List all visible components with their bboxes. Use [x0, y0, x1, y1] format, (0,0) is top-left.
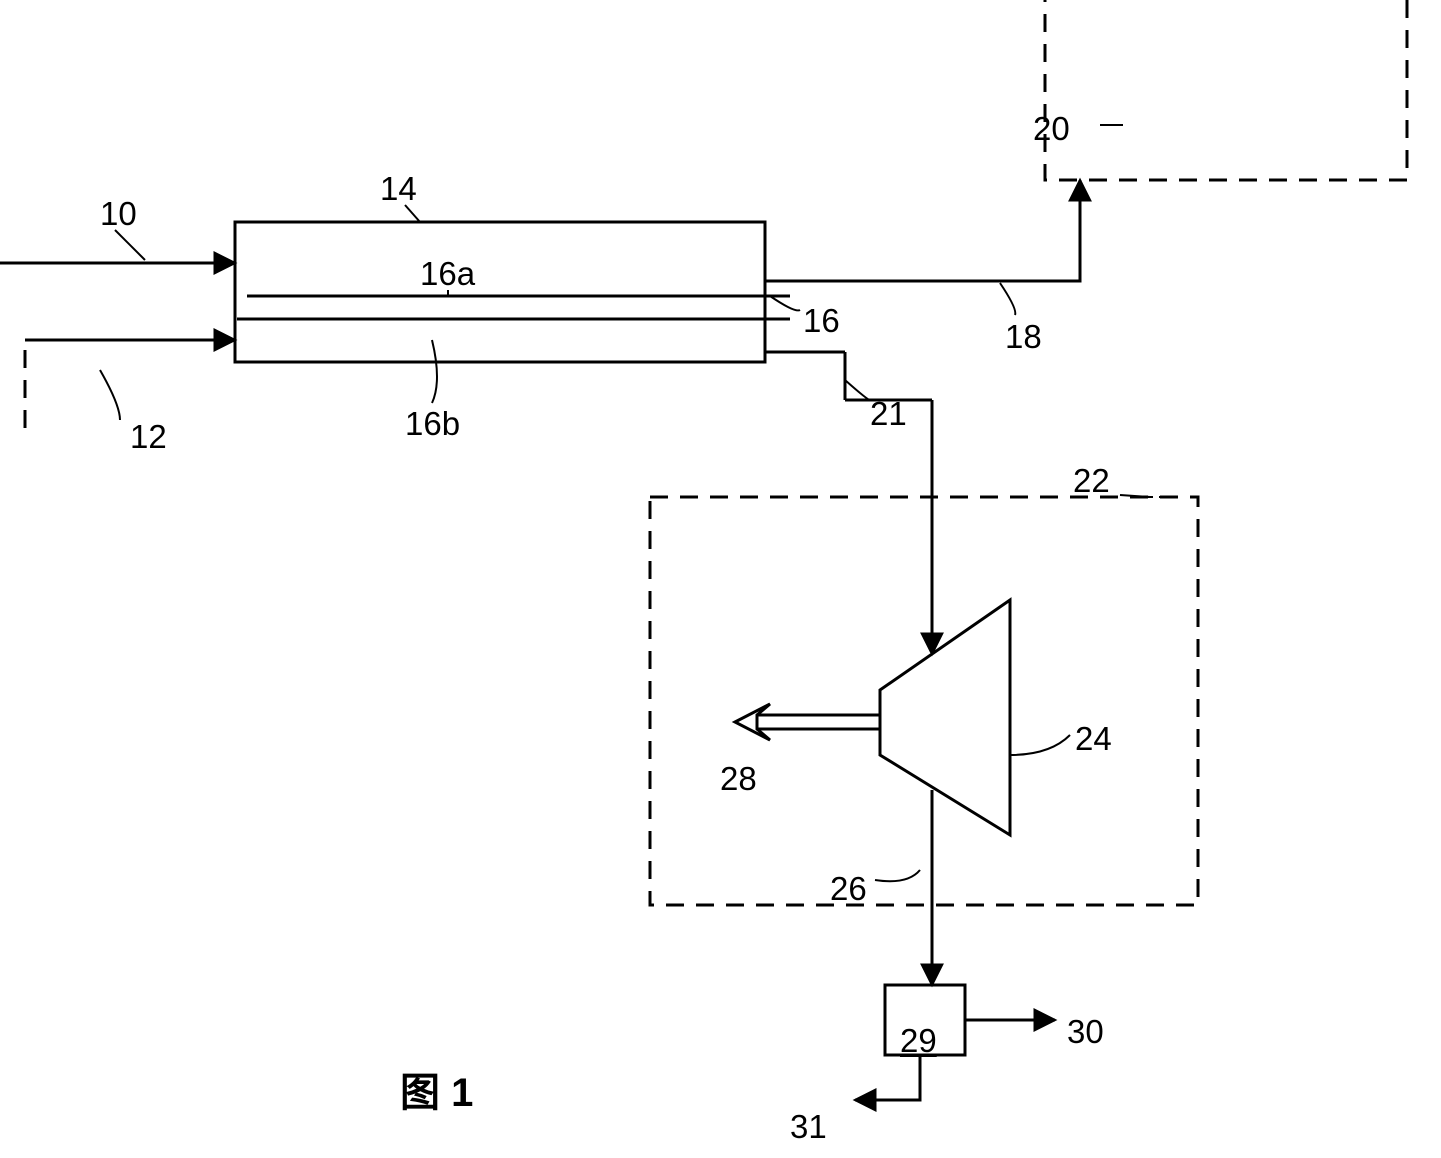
turbine-24 — [880, 600, 1010, 835]
leader-l24 — [1010, 735, 1070, 755]
diagram-canvas — [0, 0, 1441, 1158]
label-12: 12 — [130, 418, 167, 456]
leader-l12 — [100, 370, 120, 420]
leader-l10 — [115, 230, 145, 260]
label-21: 21 — [870, 395, 907, 433]
label-18: 18 — [1005, 318, 1042, 356]
label-29: 29 — [900, 1022, 937, 1060]
label-14: 14 — [380, 170, 417, 208]
label-31: 31 — [790, 1108, 827, 1146]
dashed-box-20 — [1045, 0, 1407, 180]
block-14 — [235, 222, 765, 362]
label-28: 28 — [720, 760, 757, 798]
dashed-box-22 — [650, 497, 1198, 905]
leader-l16 — [770, 296, 800, 310]
leader-l26 — [875, 870, 920, 881]
label-16a: 16a — [420, 255, 475, 293]
label-26: 26 — [830, 870, 867, 908]
flow-18 — [765, 180, 1080, 281]
leader-l16b — [432, 340, 437, 403]
label-22: 22 — [1073, 462, 1110, 500]
leader-l21 — [845, 380, 870, 400]
leader-l18 — [1000, 283, 1015, 315]
label-30: 30 — [1067, 1013, 1104, 1051]
label-20: 20 — [1033, 110, 1070, 148]
figure-caption: 图 1 — [400, 1060, 473, 1118]
label-16b: 16b — [405, 405, 460, 443]
label-24: 24 — [1075, 720, 1112, 758]
label-16: 16 — [803, 302, 840, 340]
label-10: 10 — [100, 195, 137, 233]
flow-31 — [855, 1055, 920, 1100]
shaft-28-arrowhead — [735, 704, 770, 740]
